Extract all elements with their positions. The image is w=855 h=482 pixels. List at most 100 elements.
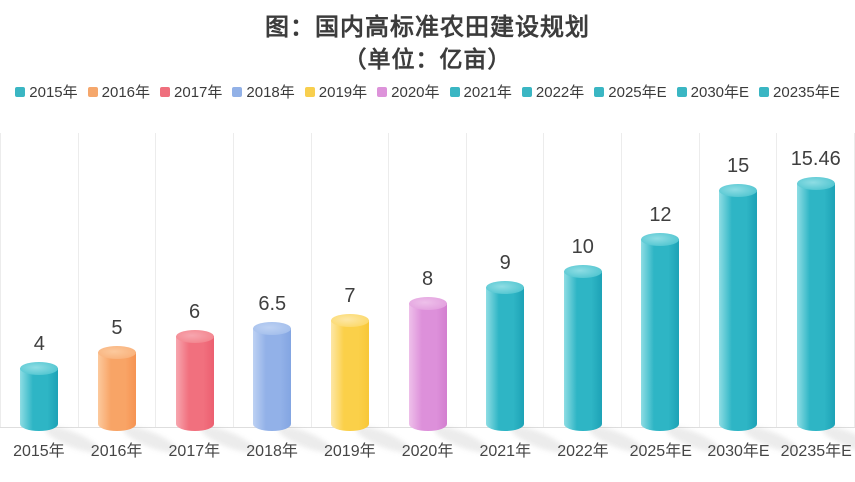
legend-item-2020年[interactable]: 2020年 (377, 81, 440, 102)
legend-item-2018年[interactable]: 2018年 (232, 81, 295, 102)
legend-item-2017年[interactable]: 2017年 (160, 81, 222, 102)
x-axis-label: 2016年 (90, 443, 143, 460)
cylinder-body (175, 336, 214, 431)
chart-column: 6.5 (232, 133, 335, 458)
legend-item-20235年E[interactable]: 20235年E (759, 81, 840, 102)
x-axis-label: 2019年 (324, 443, 376, 460)
cylinder-body (97, 352, 136, 431)
legend: 2015年 2016年 2017年 2018年 2019年 2020年 2021年 2022年… (0, 81, 855, 102)
cylinder-top (796, 177, 835, 190)
legend-label: 2030年E (690, 84, 750, 101)
bar-value-label: 15 (726, 155, 750, 177)
bar-value-label: 10 (571, 236, 594, 258)
bar-value-label: 4 (33, 333, 45, 355)
cylinder-body (408, 303, 447, 431)
bar-2017年[interactable] (175, 330, 214, 431)
x-axis-label: 2015年 (13, 443, 65, 460)
cylinder-body (641, 239, 680, 431)
legend-swatch-icon (304, 86, 315, 97)
legend-swatch-icon (449, 86, 460, 97)
legend-swatch-icon (759, 86, 770, 97)
bar-value-label: 5 (111, 317, 123, 339)
chart-column: 7 (310, 133, 413, 458)
bar-2015年[interactable] (20, 362, 59, 431)
bar-value-label: 12 (649, 204, 672, 226)
cylinder-top (719, 184, 758, 197)
chart-column: 15.46 (776, 133, 855, 458)
bar-value-label: 7 (344, 285, 356, 307)
legend-item-2022年[interactable]: 2022年 (521, 81, 585, 102)
bar-value-label: 15.46 (790, 148, 841, 170)
legend-swatch-icon (594, 86, 605, 97)
cylinder-body (253, 328, 292, 431)
legend-label: 2020年 (391, 84, 440, 101)
legend-item-2019年[interactable]: 2019年 (304, 81, 368, 102)
legend-label: 2017年 (174, 84, 223, 101)
chart-title-block: 图：国内高标准农田建设规划 （单位：亿亩） (0, 0, 855, 74)
cylinder-top (563, 265, 602, 278)
bar-2019年[interactable] (330, 314, 369, 431)
cylinder-body (330, 320, 369, 431)
cylinder-top (253, 322, 292, 335)
bar-2021年[interactable] (486, 281, 525, 431)
legend-swatch-icon (232, 86, 243, 97)
x-axis-label: 2021年 (479, 443, 532, 460)
cylinder-body (796, 183, 835, 431)
x-axis-label: 2030年E (707, 443, 770, 460)
legend-swatch-icon (15, 86, 26, 97)
legend-swatch-icon (87, 86, 98, 97)
chart-column: 10 (543, 133, 646, 458)
legend-label: 2015年 (29, 84, 78, 101)
cylinder-top (408, 297, 447, 310)
chart-column: 6 (155, 133, 258, 458)
legend-swatch-icon (521, 86, 532, 97)
x-axis-label: 2022年 (557, 443, 609, 460)
legend-swatch-icon (676, 86, 687, 97)
bar-20235年E[interactable] (796, 177, 835, 431)
legend-label: 2019年 (318, 84, 368, 101)
legend-item-2025年E[interactable]: 2025年E (594, 81, 667, 102)
legend-item-2015年[interactable]: 2015年 (15, 81, 78, 102)
legend-item-2030年E[interactable]: 2030年E (676, 81, 750, 102)
cylinder-body (563, 271, 602, 431)
chart-column: 5 (77, 133, 180, 458)
x-axis-label: 2017年 (168, 443, 221, 460)
cylinder-top (175, 330, 214, 343)
chart-column: 12 (621, 133, 724, 458)
bar-2022年[interactable] (563, 265, 602, 431)
bar-value-label: 8 (421, 268, 434, 290)
legend-label: 2025年E (608, 84, 667, 101)
plot-wrap: 4 5 6 6.5 7 8 9 10 12 15 15.46 2015年 2016年 2017年 2018… (0, 133, 855, 461)
legend-item-2021年[interactable]: 2021年 (449, 81, 512, 102)
cylinder-top (330, 314, 369, 327)
bar-2025年E[interactable] (641, 233, 680, 431)
x-axis-label: 2018年 (246, 443, 298, 460)
bar-2018年[interactable] (253, 322, 292, 431)
x-axis: 2015年 2016年 2017年 2018年 2019年 2020年 2021年 2022年… (0, 428, 855, 461)
legend-swatch-icon (160, 86, 171, 97)
cylinder-body (719, 190, 758, 431)
legend-label: 20235年E (773, 84, 840, 101)
bar-2016年[interactable] (97, 346, 136, 431)
bar-2030年E[interactable] (719, 184, 758, 431)
legend-label: 2018年 (246, 84, 295, 101)
plot-area: 4 5 6 6.5 7 8 9 10 12 15 15.46 (0, 133, 855, 458)
bar-value-label: 6.5 (258, 293, 287, 315)
chart-column: 4 (0, 133, 102, 458)
bar-2020年[interactable] (408, 297, 447, 431)
legend-label: 2022年 (535, 84, 585, 101)
legend-label: 2021年 (463, 84, 512, 101)
legend-label: 2016年 (101, 84, 151, 101)
legend-item-2016年[interactable]: 2016年 (87, 81, 151, 102)
legend-swatch-icon (377, 86, 388, 97)
cylinder-body (486, 287, 525, 431)
cylinder-top (97, 346, 136, 359)
bar-value-label: 9 (499, 252, 511, 274)
cylinder-top (486, 281, 525, 294)
chart-title: 图：国内高标准农田建设规划 (265, 14, 590, 41)
cylinder-body (20, 368, 59, 431)
cylinder-top (641, 233, 680, 246)
chart-column: 15 (698, 133, 801, 458)
cylinder-top (20, 362, 59, 375)
